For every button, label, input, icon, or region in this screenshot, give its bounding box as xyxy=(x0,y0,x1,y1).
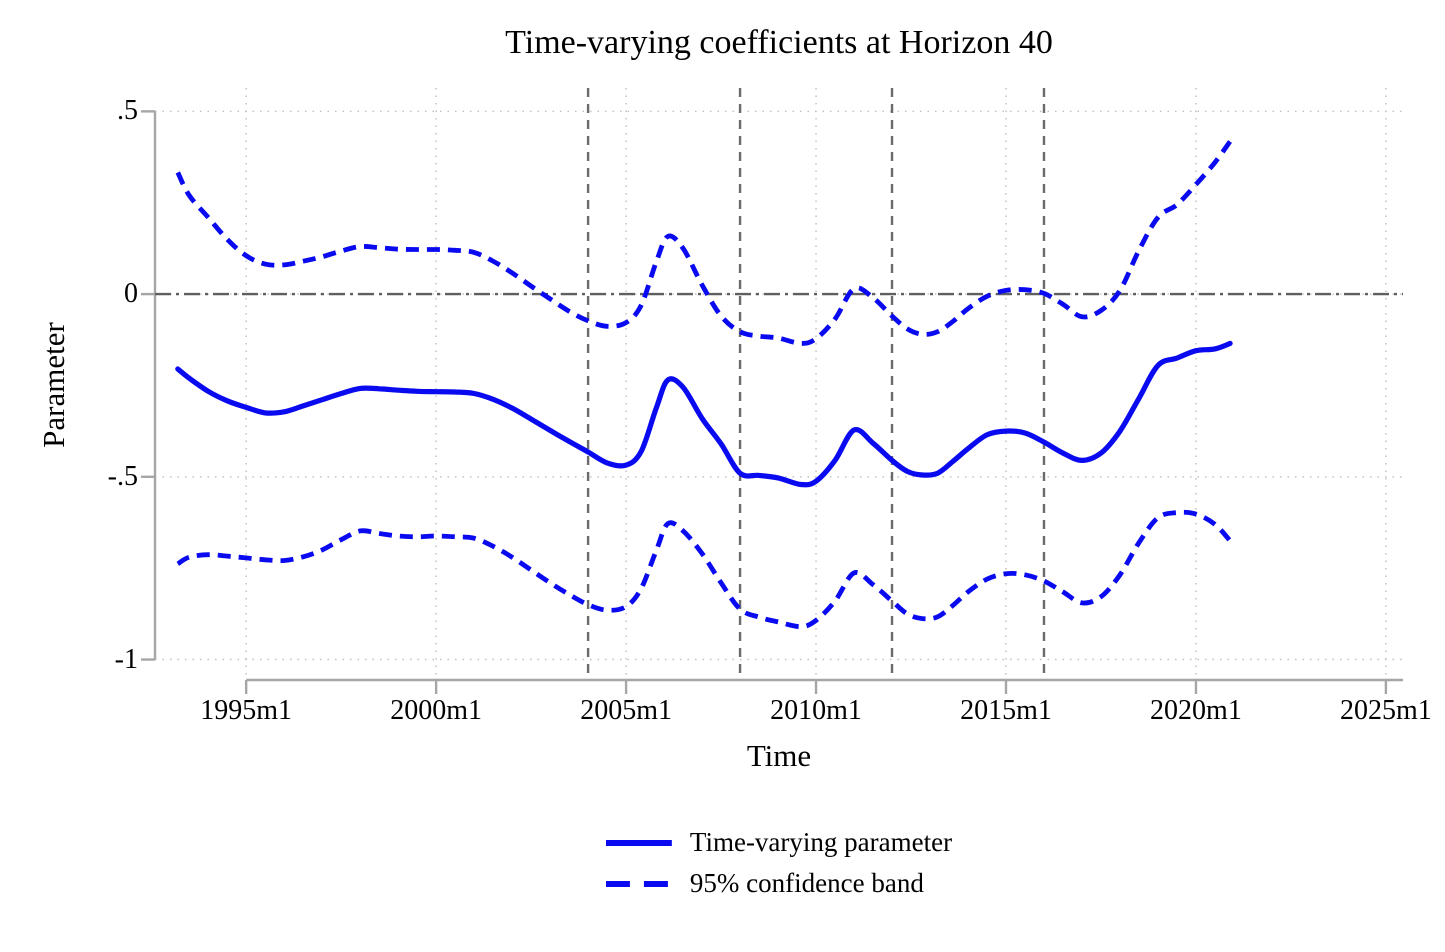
x-tick-label: 2005m1 xyxy=(580,695,672,726)
chart-title: Time-varying coefficients at Horizon 40 xyxy=(505,24,1053,61)
y-tick-label: .5 xyxy=(117,95,138,127)
series-parameter-line xyxy=(175,340,1233,488)
legend-item-confidence-band: 95% confidence band xyxy=(605,863,952,904)
dashed-line-swatch-icon xyxy=(605,880,672,887)
legend-label: Time-varying parameter xyxy=(689,827,953,857)
y-tick-label: 0 xyxy=(124,278,138,310)
x-tick-label: 2010m1 xyxy=(770,695,862,726)
solid-line-swatch-icon xyxy=(605,839,672,846)
legend-item-parameter: Time-varying parameter xyxy=(605,822,953,863)
y-tick-label: -.5 xyxy=(107,460,138,492)
series-confidence-band-line xyxy=(175,140,1233,346)
x-axis-title: Time xyxy=(746,738,812,773)
x-tick-label: 2025m1 xyxy=(1340,695,1432,726)
legend-label: 95% confidence band xyxy=(689,868,924,898)
x-tick-label: 1995m1 xyxy=(200,695,293,726)
x-tick-label: 2020m1 xyxy=(1150,695,1242,726)
series-confidence-band-line xyxy=(176,509,1232,630)
legend: Time-varying parameter 95% confidence ba… xyxy=(605,822,953,904)
y-tick-label: -1 xyxy=(114,643,138,675)
x-tick-label: 2000m1 xyxy=(390,695,483,726)
x-tick-label: 2015m1 xyxy=(960,695,1052,726)
